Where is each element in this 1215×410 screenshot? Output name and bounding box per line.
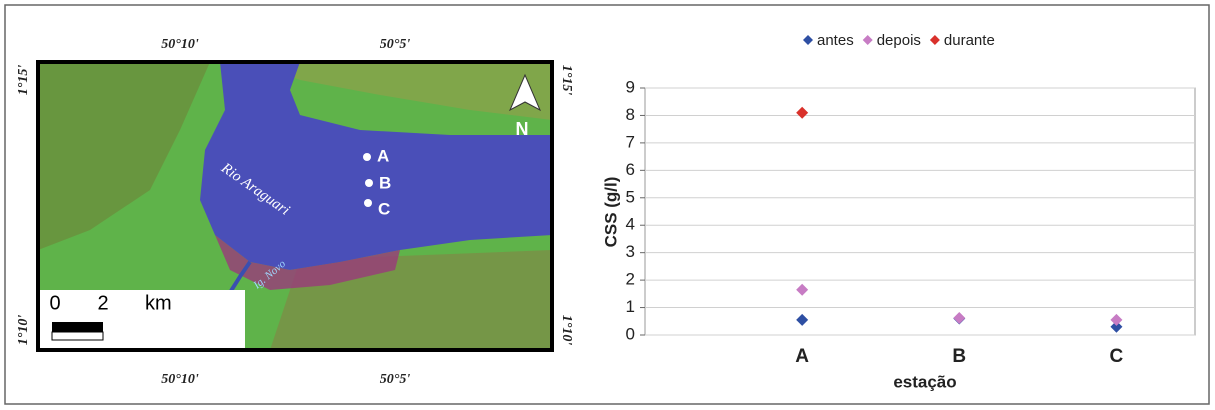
plot-area — [644, 87, 1196, 336]
terrain — [250, 62, 552, 120]
x-tick-label: A — [795, 346, 809, 367]
y-tick-label: 9 — [626, 77, 635, 96]
x-tick-label: C — [1110, 346, 1124, 367]
y-tick-label: 4 — [626, 215, 635, 234]
legend-marker — [862, 35, 873, 45]
y-tick-label: 5 — [626, 187, 635, 206]
legend-label: durante — [944, 32, 995, 49]
scale-start: 0 — [49, 292, 60, 314]
terrain — [38, 62, 210, 250]
lon-label: 50°10' — [161, 37, 199, 52]
y-tick-label: 7 — [626, 132, 635, 151]
station-dot — [364, 199, 372, 207]
lat-label: 1°15' — [559, 65, 574, 96]
scale-unit: km — [145, 292, 172, 314]
y-tick-label: 3 — [626, 242, 635, 261]
river — [200, 62, 552, 270]
legend-label: depois — [877, 32, 921, 49]
data-point — [1110, 320, 1123, 333]
y-tick-label: 6 — [626, 160, 635, 179]
north-arrow — [508, 73, 542, 112]
lon-label: 50°5' — [380, 37, 411, 52]
station-label: C — [378, 199, 390, 218]
x-tick-label: B — [952, 346, 966, 367]
map-frame — [36, 60, 554, 352]
data-point — [953, 311, 966, 324]
y-axis-title: CSS (g/l) — [601, 177, 620, 248]
north-label: N — [516, 119, 529, 139]
data-point — [796, 106, 809, 119]
station-dot — [365, 179, 373, 187]
x-axis-title: estação — [893, 372, 956, 391]
lat-label: 1°15' — [16, 65, 31, 96]
legend-marker — [929, 35, 940, 45]
lat-label: 1°10' — [16, 315, 31, 346]
data-point — [1110, 313, 1123, 326]
station-label: B — [379, 173, 391, 192]
y-tick-label: 0 — [626, 324, 635, 343]
y-tick-label: 8 — [626, 105, 635, 124]
mudflat — [215, 235, 400, 290]
data-point — [796, 313, 809, 326]
y-tick-label: 2 — [626, 270, 635, 289]
scale-end: 2 — [97, 292, 108, 314]
y-tick-label: 1 — [626, 297, 635, 316]
data-point — [796, 283, 809, 296]
lon-label: 50°10' — [161, 372, 199, 387]
legend-label: antes — [817, 32, 854, 49]
station-dot — [363, 153, 371, 161]
scale-bar — [51, 331, 104, 341]
map: Rio Araguari Ig. Novo A B C N 0 2 km 50°… — [16, 37, 574, 387]
scale-bar — [52, 322, 103, 332]
station-label: A — [377, 146, 389, 165]
lat-label: 1°10' — [559, 315, 574, 346]
lon-label: 50°5' — [380, 372, 411, 387]
legend-marker — [803, 35, 813, 45]
